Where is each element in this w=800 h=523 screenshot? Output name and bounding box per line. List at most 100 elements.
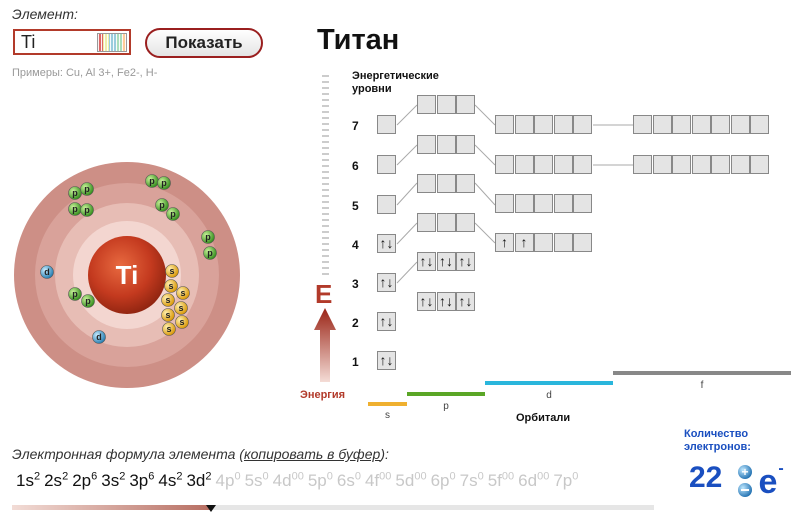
electron-s (175, 315, 189, 329)
nucleus-symbol: Ti (116, 260, 139, 290)
periodic-table-icon[interactable] (97, 33, 127, 52)
electron-s (161, 308, 175, 322)
electron-p (166, 207, 180, 221)
formula-term: 4d00 (272, 470, 304, 490)
orbital-cell-s6 (377, 155, 396, 174)
formula-term: 3s2 (101, 470, 126, 490)
electron-p (157, 176, 171, 190)
formula-term: 4f00 (364, 470, 392, 490)
electron-badge-icon: + e - (738, 460, 784, 501)
orbital-cell-d4 (495, 194, 514, 213)
electron-label: p (72, 289, 78, 299)
energy-label: Энергия (300, 389, 346, 401)
formula-progress-fill (12, 505, 211, 510)
svg-text:e: e (759, 463, 778, 501)
orbital-cell-f5 (691, 115, 711, 134)
orbital-cell-d5 (553, 155, 573, 174)
orbital-cell-p5 (417, 174, 436, 193)
orbital-cell-d6 (553, 115, 573, 134)
electron-count-label: Количество электронов: (684, 428, 751, 453)
electron-p (68, 186, 82, 200)
electron-label: s (178, 303, 183, 313)
orbital-cell-d6 (534, 115, 553, 134)
orbital-cell-p3: ↑↓ (436, 252, 456, 271)
electron-p (203, 246, 217, 260)
electron-label: s (180, 288, 185, 298)
element-label: Элемент: (12, 6, 78, 22)
electron-s (165, 264, 179, 278)
electron-p (80, 182, 94, 196)
level-4: 4 (352, 238, 359, 252)
orbital-cell-f4 (711, 155, 730, 174)
electron-label: s (169, 266, 174, 276)
level-5: 5 (352, 199, 359, 213)
examples-hint: Примеры: Cu, Al 3+, Fe2-, H- (12, 67, 158, 79)
electron-label: p (159, 200, 165, 210)
show-button[interactable]: Показать (145, 28, 263, 58)
orbital-cell-p4 (436, 213, 456, 232)
formula-term: 3p6 (129, 470, 155, 490)
bar-p-label: p (443, 401, 449, 412)
orbital-cell-p3: ↑↓ (417, 252, 436, 271)
electron-label: s (168, 281, 173, 291)
electron-formula: 1s2 2s2 2p6 3s2 3p6 4s2 3d2 4p0 5s0 4d00 5p0 6s0 4f0… (16, 470, 582, 491)
electron-s (162, 322, 176, 336)
orbital-cell-p7 (417, 95, 436, 114)
orbital-cell-d3 (534, 233, 553, 252)
formula-term: 6p0 (430, 470, 456, 490)
formula-term: 2s2 (44, 470, 69, 490)
orbital-cell-f5 (730, 115, 750, 134)
orbital-cell-p3: ↑↓ (456, 252, 475, 271)
electron-s (176, 286, 190, 300)
orbital-cell-p4 (417, 213, 436, 232)
formula-term: 6s0 (336, 470, 361, 490)
formula-progress-marker[interactable] (206, 505, 216, 512)
orbital-cell-p6 (436, 135, 456, 154)
orbital-cell-f5 (672, 115, 691, 134)
bar-d-label: d (546, 390, 552, 401)
orbital-cell-d4 (514, 194, 534, 213)
formula-term: 5p0 (307, 470, 333, 490)
orbital-cell-p2: ↑↓ (436, 292, 456, 311)
copy-to-clipboard-link[interactable]: копировать в буфер (243, 446, 381, 462)
electron-label: p (72, 204, 78, 214)
bar-d (485, 381, 613, 385)
level-1: 1 (352, 355, 359, 369)
electron-s (161, 293, 175, 307)
orbital-cell-f4 (691, 155, 711, 174)
element-name-title: Титан (317, 24, 400, 56)
orbital-cell-s3: ↑↓ (377, 273, 396, 292)
formula-term: 4s2 (158, 470, 183, 490)
energy-ruler (322, 75, 329, 275)
energy-letter: E (315, 279, 333, 309)
formula-term: 5d00 (395, 470, 427, 490)
orbital-cell-p6 (417, 135, 436, 154)
orbital-cell-s1: ↑↓ (377, 351, 396, 370)
electron-p (155, 198, 169, 212)
bar-s-label: s (385, 410, 390, 421)
electron-count-value: 22 (689, 461, 723, 494)
electron-label: p (207, 248, 213, 258)
electron-p (80, 203, 94, 217)
formula-label: Электронная формула элемента (копировать… (12, 446, 389, 462)
formula-term: 3d2 (186, 470, 212, 490)
orbital-cell-s2: ↑↓ (377, 312, 396, 331)
orbital-cell-p7 (436, 95, 456, 114)
electron-s (164, 279, 178, 293)
orbital-cell-s5 (377, 195, 396, 214)
formula-term: 5s0 (244, 470, 269, 490)
orbital-cell-s7 (377, 115, 396, 134)
orbital-cell-p2: ↑↓ (417, 292, 436, 311)
electron-label: s (179, 317, 184, 327)
orbital-cell-d5 (534, 155, 553, 174)
electron-d (40, 265, 54, 279)
nucleus (88, 236, 166, 314)
orbital-cell-p7 (456, 95, 475, 114)
level-6: 6 (352, 159, 359, 173)
formula-term: 1s2 (16, 470, 41, 490)
orbital-cell-p5 (456, 174, 475, 193)
orbital-cell-p6 (456, 135, 475, 154)
formula-term: 7s0 (459, 470, 484, 490)
formula-label-prefix: Электронная формула элемента ( (12, 446, 244, 462)
orbital-cell-d3 (573, 233, 592, 252)
